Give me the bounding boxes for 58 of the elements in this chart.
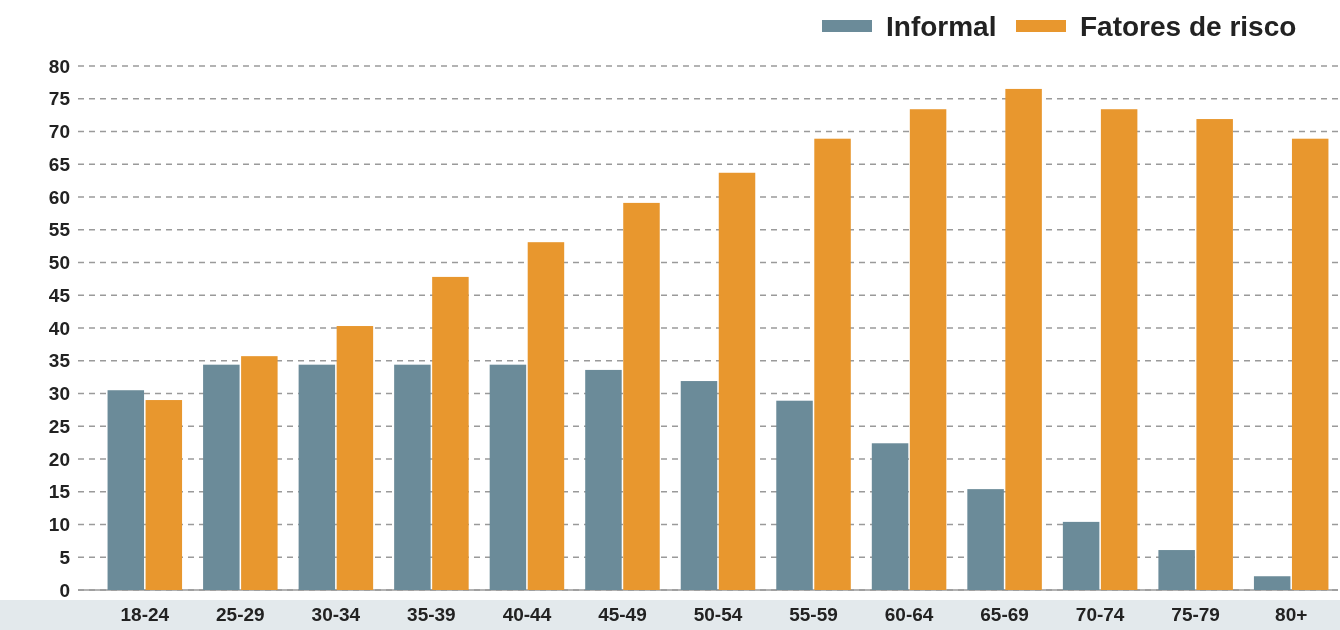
bar (814, 138, 851, 590)
legend-label: Fatores de risco (1080, 10, 1297, 42)
bar (623, 202, 660, 590)
bar (298, 364, 336, 590)
bar (336, 326, 374, 590)
bar (489, 364, 527, 590)
y-tick-label: 45 (48, 284, 71, 306)
bar (1253, 576, 1291, 590)
y-tick-label: 30 (48, 383, 70, 405)
x-tick-label: 45-49 (598, 604, 647, 625)
y-tick-label: 0 (59, 579, 70, 601)
x-tick-label: 25-29 (216, 604, 265, 625)
y-tick-label: 75 (48, 88, 71, 110)
y-tick-label: 25 (48, 415, 71, 437)
x-tick-label: 65-69 (980, 604, 1029, 625)
x-tick-label: 55-59 (789, 604, 838, 625)
bar (718, 172, 756, 590)
x-tick-label: 50-54 (693, 604, 743, 625)
x-tick-label: 80+ (1275, 604, 1308, 625)
legend-label: Informal (886, 10, 997, 42)
y-tick-label: 35 (48, 350, 71, 372)
bar (1005, 88, 1042, 590)
bar (680, 381, 718, 590)
bar (1158, 550, 1195, 590)
bar (107, 390, 145, 590)
bar (967, 489, 1004, 590)
x-tick-label: 70-74 (1075, 604, 1125, 625)
bar (1100, 109, 1138, 590)
bar (585, 369, 622, 590)
y-tick-label: 80 (48, 55, 70, 77)
bar (203, 364, 240, 590)
y-tick-label: 60 (48, 186, 70, 208)
y-tick-label: 55 (48, 219, 71, 241)
bar (241, 356, 278, 590)
bar (1291, 138, 1329, 590)
y-tick-label: 10 (48, 514, 70, 536)
x-tick-label: 30-34 (311, 604, 361, 625)
y-tick-label: 50 (48, 252, 70, 274)
bar (145, 400, 183, 590)
y-tick-label: 65 (48, 153, 71, 175)
y-tick-label: 5 (59, 546, 71, 568)
x-tick-label: 18-24 (120, 604, 170, 625)
y-tick-label: 40 (48, 317, 70, 339)
y-tick-label: 15 (48, 481, 71, 503)
bar (1196, 119, 1233, 590)
bar (394, 364, 431, 590)
x-tick-label: 35-39 (407, 604, 456, 625)
bar (871, 443, 909, 590)
bar (432, 276, 469, 590)
bar (1062, 521, 1100, 590)
bar (909, 109, 947, 590)
y-tick-label: 70 (48, 121, 70, 143)
x-tick-label: 60-64 (884, 604, 934, 625)
x-tick-label: 40-44 (502, 604, 552, 625)
bar (776, 400, 813, 590)
x-tick-label: 75-79 (1171, 604, 1220, 625)
y-tick-label: 20 (48, 448, 70, 470)
bar (527, 242, 565, 590)
